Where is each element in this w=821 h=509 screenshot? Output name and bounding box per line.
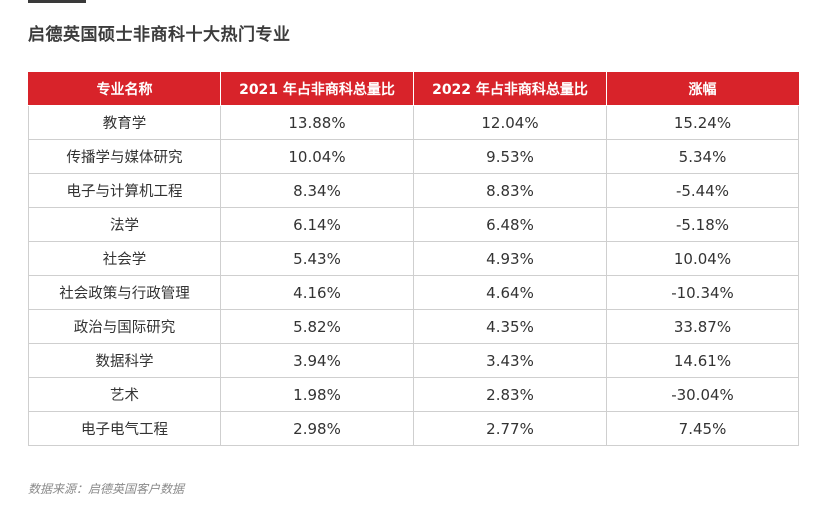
share-2021-cell: 5.43% xyxy=(220,241,414,276)
change-cell: 10.04% xyxy=(606,241,799,276)
table-row: 教育学 13.88% 12.04% 15.24% xyxy=(28,105,799,140)
change-cell: 5.34% xyxy=(606,139,799,174)
table-row: 电子与计算机工程 8.34% 8.83% -5.44% xyxy=(28,173,799,208)
major-name-cell: 法学 xyxy=(28,207,221,242)
share-2022-cell: 4.93% xyxy=(413,241,607,276)
table-header-row: 专业名称 2021 年占非商科总量比 2022 年占非商科总量比 涨幅 xyxy=(28,72,799,106)
table-row: 电子电气工程 2.98% 2.77% 7.45% xyxy=(28,411,799,446)
share-2021-cell: 8.34% xyxy=(220,173,414,208)
major-name-cell: 社会政策与行政管理 xyxy=(28,275,221,310)
table-row: 传播学与媒体研究 10.04% 9.53% 5.34% xyxy=(28,139,799,174)
major-name-cell: 教育学 xyxy=(28,105,221,140)
share-2021-cell: 2.98% xyxy=(220,411,414,446)
share-2022-cell: 4.64% xyxy=(413,275,607,310)
share-2021-cell: 6.14% xyxy=(220,207,414,242)
page-title: 启德英国硕士非商科十大热门专业 xyxy=(28,25,291,45)
change-cell: -10.34% xyxy=(606,275,799,310)
table-row: 政治与国际研究 5.82% 4.35% 33.87% xyxy=(28,309,799,344)
major-name-cell: 社会学 xyxy=(28,241,221,276)
table-row: 法学 6.14% 6.48% -5.18% xyxy=(28,207,799,242)
share-2022-cell: 2.83% xyxy=(413,377,607,412)
share-2022-cell: 6.48% xyxy=(413,207,607,242)
share-2022-cell: 9.53% xyxy=(413,139,607,174)
majors-table: 专业名称 2021 年占非商科总量比 2022 年占非商科总量比 涨幅 教育学 … xyxy=(28,72,799,446)
change-cell: 15.24% xyxy=(606,105,799,140)
header-major-name: 专业名称 xyxy=(28,72,221,106)
change-cell: -5.18% xyxy=(606,207,799,242)
share-2022-cell: 3.43% xyxy=(413,343,607,378)
source-note: 数据来源：启德英国客户数据 xyxy=(28,482,185,496)
header-2022-share: 2022 年占非商科总量比 xyxy=(413,72,607,106)
change-cell: -30.04% xyxy=(606,377,799,412)
change-cell: 7.45% xyxy=(606,411,799,446)
header-2021-share: 2021 年占非商科总量比 xyxy=(220,72,414,106)
major-name-cell: 政治与国际研究 xyxy=(28,309,221,344)
share-2021-cell: 3.94% xyxy=(220,343,414,378)
major-name-cell: 电子与计算机工程 xyxy=(28,173,221,208)
share-2021-cell: 5.82% xyxy=(220,309,414,344)
share-2022-cell: 12.04% xyxy=(413,105,607,140)
change-cell: 33.87% xyxy=(606,309,799,344)
top-accent-rule xyxy=(28,0,86,3)
major-name-cell: 艺术 xyxy=(28,377,221,412)
table-row: 数据科学 3.94% 3.43% 14.61% xyxy=(28,343,799,378)
share-2022-cell: 4.35% xyxy=(413,309,607,344)
share-2021-cell: 4.16% xyxy=(220,275,414,310)
table-row: 艺术 1.98% 2.83% -30.04% xyxy=(28,377,799,412)
table-row: 社会学 5.43% 4.93% 10.04% xyxy=(28,241,799,276)
share-2021-cell: 10.04% xyxy=(220,139,414,174)
change-cell: 14.61% xyxy=(606,343,799,378)
table-row: 社会政策与行政管理 4.16% 4.64% -10.34% xyxy=(28,275,799,310)
major-name-cell: 数据科学 xyxy=(28,343,221,378)
header-change: 涨幅 xyxy=(606,72,799,106)
major-name-cell: 电子电气工程 xyxy=(28,411,221,446)
share-2021-cell: 1.98% xyxy=(220,377,414,412)
share-2022-cell: 2.77% xyxy=(413,411,607,446)
change-cell: -5.44% xyxy=(606,173,799,208)
major-name-cell: 传播学与媒体研究 xyxy=(28,139,221,174)
share-2021-cell: 13.88% xyxy=(220,105,414,140)
share-2022-cell: 8.83% xyxy=(413,173,607,208)
